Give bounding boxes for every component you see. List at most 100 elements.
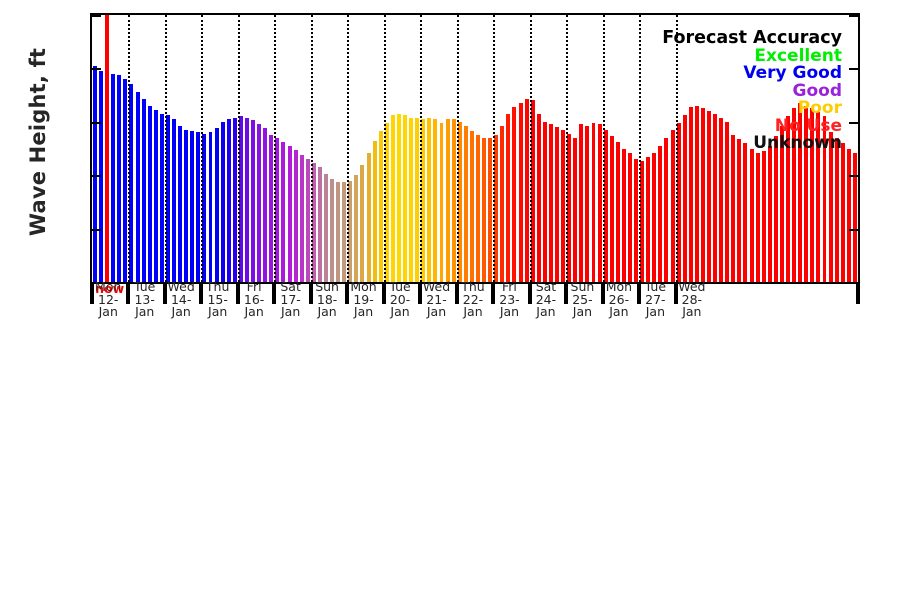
day-separator-tick [199, 282, 204, 304]
x-axis-day-label: Wed 28-Jan [674, 279, 710, 319]
x-axis-day-label: Sat 24-Jan [528, 279, 564, 319]
day-separator-tick [418, 282, 423, 304]
bar [293, 149, 298, 282]
bar [147, 105, 152, 282]
bar [664, 137, 669, 282]
bar [366, 152, 371, 282]
bar [281, 141, 286, 282]
bar [627, 152, 632, 282]
bar [700, 108, 705, 282]
bar [840, 143, 845, 282]
day-of-week: Sun [315, 279, 339, 294]
bar [761, 151, 766, 282]
x-axis-day-label: Tue 27-Jan [637, 280, 673, 319]
bar [324, 173, 328, 282]
bar [457, 121, 462, 282]
day-of-week: Tue [134, 279, 156, 294]
day-separator-tick [90, 282, 94, 304]
bar [658, 145, 663, 282]
x-axis-day-label: Sat 17-Jan [272, 279, 308, 319]
bar [512, 107, 517, 282]
y-tick-right [849, 175, 858, 178]
y-tick-right [849, 121, 858, 124]
bar [226, 119, 231, 282]
bar [336, 181, 341, 282]
x-axis-day-label: Fri 23-Jan [491, 280, 527, 319]
day-separator-tick [126, 282, 131, 304]
day-of-week: Wed [422, 279, 451, 294]
bar [396, 113, 401, 282]
day-gridline [639, 15, 642, 282]
bar [713, 113, 718, 282]
day-date: 21-Jan [426, 291, 447, 319]
bar [378, 131, 383, 282]
y-tick-right [849, 282, 858, 284]
legend-item-poor: Poor [797, 98, 842, 118]
day-separator-tick [527, 282, 532, 304]
x-axis: now Mon 12-Jan Tue 13-Jan Wed 14-Jan Thu 15-Jan… [90, 279, 860, 318]
bar [542, 121, 547, 282]
bar [810, 108, 815, 282]
x-axis-day-label: Sun 25-Jan [564, 280, 600, 319]
bar [798, 103, 803, 282]
bar [330, 179, 335, 282]
legend-item-unknown: Unknown [753, 133, 842, 153]
bar [597, 124, 602, 282]
day-separator-tick [564, 282, 569, 304]
day-separator-tick [600, 282, 605, 304]
day-gridline [274, 15, 277, 282]
bar [390, 115, 395, 282]
bar [469, 131, 474, 282]
day-gridline [456, 15, 459, 282]
bar [111, 73, 116, 282]
day-of-week: Sat [535, 279, 557, 294]
day-gridline [128, 15, 131, 282]
x-axis-day-label: Fri 16-Jan [236, 280, 272, 319]
bar [342, 181, 347, 282]
now-marker-line [105, 15, 110, 282]
y-axis-title: Wave Height, ft [26, 47, 50, 237]
day-separator-tick [272, 282, 277, 304]
y-tick [92, 68, 101, 71]
bar [129, 84, 134, 282]
bar [743, 143, 748, 282]
day-gridline [529, 15, 532, 282]
day-gridline [164, 15, 167, 282]
bar [348, 180, 353, 282]
legend-item-excellent: Excellent [754, 45, 842, 66]
bar [773, 136, 778, 282]
bar [646, 156, 651, 282]
day-gridline [493, 15, 496, 282]
x-axis-day-label: Thu 15-Jan [199, 280, 235, 319]
bar [634, 159, 639, 282]
bar [779, 125, 784, 282]
x-axis-day-label: Wed 21-Jan [418, 279, 454, 319]
bar [141, 99, 146, 282]
bar [178, 125, 183, 282]
bar [196, 132, 201, 282]
day-separator-tick [345, 282, 350, 304]
day-separator-tick [856, 282, 860, 304]
bar [184, 129, 189, 282]
bar [621, 148, 626, 282]
day-date: 14-Jan [170, 291, 192, 319]
day-date: 28-Jan [681, 291, 703, 319]
bar [275, 137, 280, 282]
bar [238, 116, 243, 282]
bar [585, 125, 590, 282]
bar [305, 159, 310, 282]
x-axis-day-label: Mon 19-Jan [345, 280, 381, 319]
bar [384, 123, 389, 282]
y-tick [92, 175, 101, 178]
bar [615, 141, 620, 282]
day-of-week: Sat [280, 279, 301, 294]
day-gridline [602, 15, 605, 282]
y-tick [92, 121, 101, 124]
day-of-week: Wed [678, 279, 706, 294]
day-gridline [675, 15, 678, 282]
bar [555, 127, 559, 282]
day-of-week: Mon [95, 279, 122, 294]
bar [846, 148, 851, 282]
bar [165, 115, 170, 282]
